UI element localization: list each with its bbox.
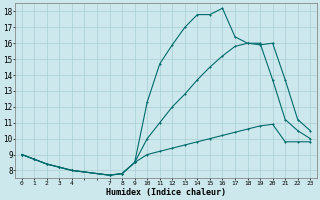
- X-axis label: Humidex (Indice chaleur): Humidex (Indice chaleur): [106, 188, 226, 197]
